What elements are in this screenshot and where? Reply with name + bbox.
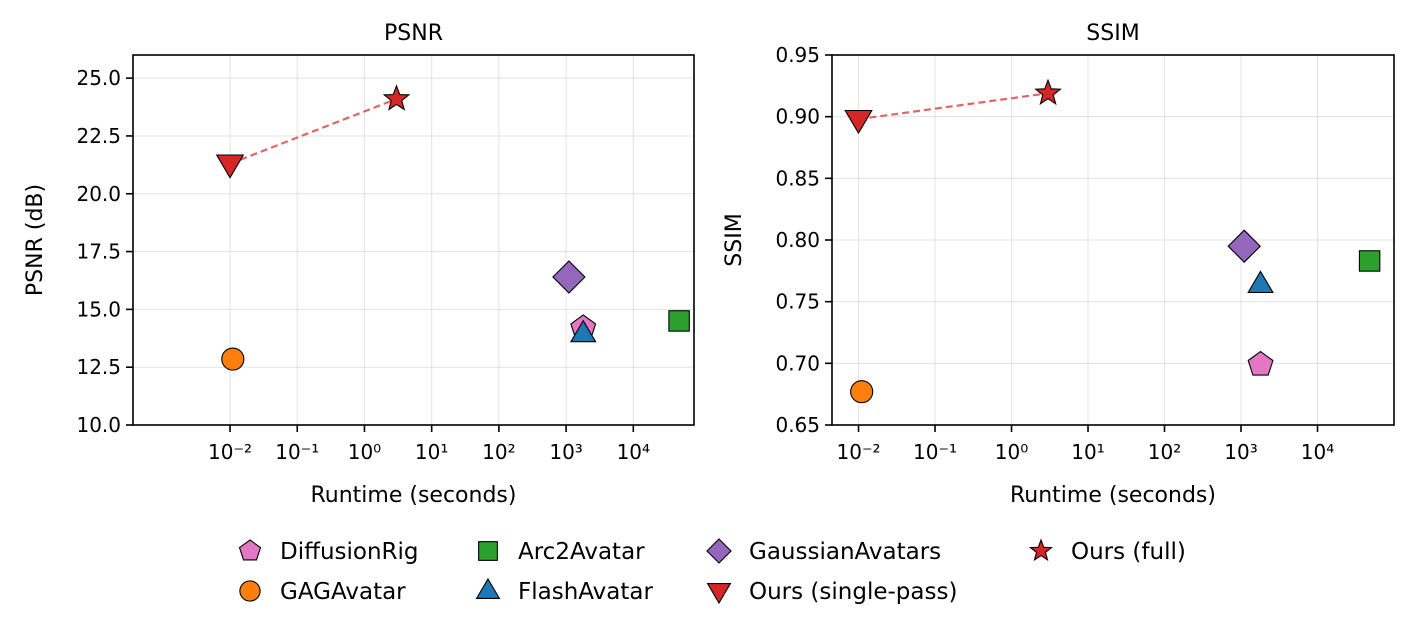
legend-marker-gaussianavatars: [706, 538, 732, 564]
legend-marker-ours-single-pass: [706, 583, 732, 605]
point-flashavatar: [569, 319, 597, 343]
x-axis: 10⁻² 10⁻¹ 10⁰ 10¹ 10² 10³ 10⁴: [837, 425, 1334, 464]
legend-item-arc2avatar: Arc2Avatar: [478, 539, 645, 565]
x-tick-label: 10¹: [415, 440, 448, 464]
legend-marker-ours-full: [1028, 538, 1054, 562]
y-tick-label: 12.5: [76, 355, 121, 379]
x-tick-label: 10⁰: [348, 440, 381, 464]
legend-item-ours-single-pass: Ours (single-pass): [706, 579, 957, 605]
axes-frame: [132, 54, 695, 426]
legend-marker-arc2avatar: [478, 541, 498, 561]
x-tick-label: 10⁻¹: [275, 440, 319, 464]
legend-item-flashavatar: FlashAvatar: [475, 577, 653, 605]
legend-item-diffusionrig: DiffusionRig: [238, 539, 419, 565]
legend-label-arc2avatar: Arc2Avatar: [518, 539, 645, 565]
y-tick-label: 0.80: [775, 228, 820, 252]
legend-label-diffusionrig: DiffusionRig: [280, 539, 419, 565]
legend-label-gagavatar: GAGAvatar: [280, 579, 406, 605]
legend-marker-flashavatar: [475, 577, 501, 599]
point-flashavatar: [1247, 270, 1274, 294]
x-tick-label: 10⁻¹: [913, 440, 957, 464]
y-tick-label: 25.0: [76, 66, 121, 90]
point-ours-full: [1034, 78, 1062, 106]
panel-title: SSIM: [1086, 21, 1139, 46]
legend-item-ours-full: Ours (full): [1028, 538, 1186, 565]
x-tick-label: 10⁻²: [837, 440, 881, 464]
panel-ssim: 10⁻² 10⁻¹ 10⁰ 10¹ 10² 10³ 10⁴0.650.700.750.800…: [722, 21, 1395, 508]
legend-label-ours-full: Ours (full): [1071, 539, 1186, 565]
y-axis: 10.0 12.5 15.0 17.5 20.0 22.5 25.0: [76, 66, 133, 437]
y-tick-label: 22.5: [76, 124, 121, 148]
point-diffusionrig: [1247, 350, 1274, 376]
grid: [133, 55, 694, 426]
y-axis: 0.65 0.70 0.75 0.80 0.85 0.90 0.95: [775, 43, 832, 437]
y-axis-label: SSIM: [722, 213, 747, 266]
point-gaussianavatars: [552, 260, 586, 294]
x-tick-label: 10³: [1224, 440, 1257, 464]
x-axis: 10⁻² 10⁻¹ 10⁰ 10¹ 10² 10³ 10⁴: [208, 425, 650, 464]
legend-marker-diffusionrig: [238, 539, 262, 561]
legend-item-gaussianavatars: GaussianAvatars: [706, 538, 941, 565]
point-arc2avatar: [668, 310, 690, 332]
point-ours-full: [382, 84, 411, 111]
point-gagavatar: [850, 380, 874, 404]
y-tick-label: 0.70: [775, 351, 820, 375]
point-ours-single-pass: [844, 109, 873, 135]
legend: DiffusionRig GAGAvatar Arc2Avatar FlashAvat…: [238, 538, 1186, 605]
x-tick-label: 10²: [1148, 440, 1181, 464]
point-gaussianavatars: [1227, 229, 1261, 263]
legend-marker-gagavatar: [239, 580, 261, 602]
connector-line: [858, 92, 1049, 121]
x-tick-label: 10⁴: [617, 440, 650, 464]
y-tick-label: 15.0: [76, 297, 121, 321]
x-tick-label: 10⁴: [1301, 440, 1334, 464]
x-tick-label: 10²: [482, 440, 515, 464]
x-tick-label: 10⁻²: [208, 440, 252, 464]
y-tick-label: 0.85: [775, 166, 820, 190]
legend-label-ours-single-pass: Ours (single-pass): [749, 579, 957, 605]
x-tick-label: 10¹: [1071, 440, 1104, 464]
legend-item-gagavatar: GAGAvatar: [239, 579, 406, 605]
x-tick-label: 10³: [549, 440, 582, 464]
y-tick-label: 0.75: [775, 290, 820, 314]
point-arc2avatar: [1358, 250, 1381, 272]
panel-psnr: 10⁻² 10⁻¹ 10⁰ 10¹ 10² 10³ 10⁴ 10.0 12.5 15.0 17.5 2…: [23, 21, 695, 508]
y-tick-label: 10.0: [76, 413, 121, 437]
legend-label-flashavatar: FlashAvatar: [518, 579, 653, 605]
y-axis-label: PSNR (dB): [23, 184, 48, 296]
y-tick-label: 0.95: [775, 43, 820, 67]
x-axis-label: Runtime (seconds): [311, 483, 517, 508]
x-axis-label: Runtime (seconds): [1010, 483, 1216, 508]
y-tick-label: 17.5: [76, 240, 121, 264]
legend-label-gaussianavatars: GaussianAvatars: [749, 539, 941, 565]
y-tick-label: 20.0: [76, 182, 121, 206]
connector-line: [229, 97, 397, 165]
point-gagavatar: [221, 347, 245, 371]
point-ours-single-pass: [215, 154, 245, 179]
panel-title: PSNR: [384, 21, 443, 46]
y-tick-label: 0.65: [775, 413, 820, 437]
y-tick-label: 0.90: [775, 105, 820, 129]
x-tick-label: 10⁰: [995, 440, 1028, 464]
